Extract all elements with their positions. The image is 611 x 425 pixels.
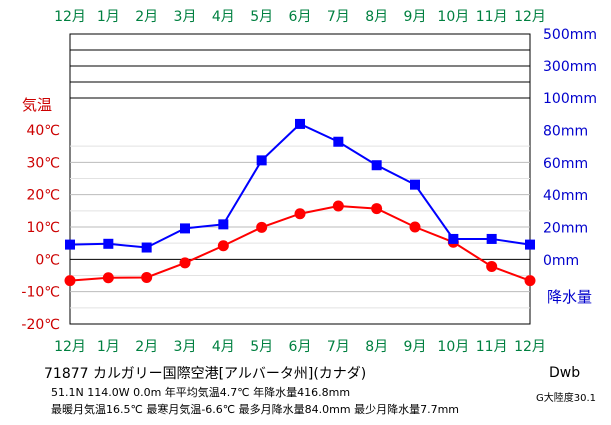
grid-lines (70, 49, 530, 325)
x-tick-label-top: 10月 (437, 9, 469, 25)
y-right-tick-label: 500mm (543, 27, 597, 43)
y-left-tick-label: -10℃ (21, 285, 60, 301)
x-tick-label-bottom: 3月 (174, 339, 197, 355)
precipitation-point (371, 160, 382, 171)
x-tick-label-bottom: 12月 (514, 339, 546, 355)
station-info-line1: 51.1N 114.0W 0.0m 年平均気温4.7℃ 年降水量416.8mm (51, 386, 351, 399)
continentality-index: G大陸度30.1 (536, 393, 597, 404)
x-tick-label-bottom: 4月 (212, 339, 235, 355)
y-left-tick-label: 10℃ (26, 220, 60, 236)
temperature-point (371, 203, 383, 215)
temperature-point (141, 271, 153, 283)
temperature-point (486, 260, 498, 272)
precipitation-point (180, 223, 190, 234)
x-tick-label-bottom: 8月 (365, 339, 388, 355)
x-tick-label-bottom: 10月 (437, 339, 469, 355)
x-tick-label-bottom: 2月 (135, 339, 158, 355)
x-tick-label-bottom: 1月 (97, 339, 120, 355)
series-lines (69, 122, 531, 282)
y-right-tick-label: 20mm (543, 221, 588, 237)
x-tick-label-top: 5月 (250, 9, 273, 25)
precipitation-point (333, 136, 344, 147)
temperature-point (332, 200, 344, 212)
precipitation-point (410, 179, 420, 190)
y-right-tick-label: 0mm (543, 253, 579, 269)
temperature-point (64, 275, 76, 287)
x-tick-label-top: 3月 (174, 9, 197, 25)
precipitation-point (486, 233, 497, 244)
x-tick-label-top: 7月 (327, 9, 350, 25)
x-tick-label-bottom: 6月 (289, 339, 312, 355)
y-right-tick-label: 60mm (543, 156, 588, 172)
y-left-tick-label: 40℃ (26, 123, 60, 139)
y-left-tick-label: 20℃ (26, 188, 60, 204)
x-tick-label-top: 8月 (365, 9, 388, 25)
precipitation-point (295, 118, 305, 129)
precipitation-point (65, 239, 75, 250)
station-info-line2: 最暖月気温16.5℃ 最寒月気温-6.6℃ 最多月降水量84.0mm 最少月降水… (51, 403, 459, 416)
temperature-point (102, 272, 114, 284)
x-tick-label-bottom: 12月 (54, 339, 86, 355)
station-title: 71877 カルガリー国際空港[アルバータ州](カナダ) (44, 366, 367, 382)
x-tick-labels-top: 12月 1月 2月 3月 4月 5月 6月 7月 8月 9月 10月 11月 12月 (54, 9, 546, 25)
temperature-point (524, 275, 536, 287)
x-tick-label-bottom: 11月 (476, 339, 508, 355)
y-left-tick-label: 30℃ (26, 155, 60, 171)
precipitation-point (218, 219, 229, 230)
x-tick-label-top: 4月 (212, 9, 235, 25)
y-right-tick-label: 300mm (543, 59, 597, 75)
temperature-point (179, 257, 191, 269)
x-tick-label-top: 9月 (404, 9, 427, 25)
y-left-axis-label: 気温 (22, 96, 52, 114)
x-tick-label-bottom: 7月 (327, 339, 350, 355)
x-tick-label-top: 11月 (476, 9, 508, 25)
x-tick-labels-bottom: 12月 1月 2月 3月 4月 5月 6月 7月 8月 9月 10月 11月 12月 (54, 339, 546, 355)
y-right-tick-label: 40mm (543, 188, 588, 204)
x-tick-label-top: 1月 (97, 9, 120, 25)
temperature-point (409, 221, 421, 233)
x-tick-label-top: 12月 (514, 9, 546, 25)
series-markers (64, 118, 536, 287)
y-right-tick-labels: 500mm 300mm 100mm 80mm 60mm 40mm 20mm 0mm (543, 27, 597, 269)
climate-classification: Dwb (549, 365, 581, 381)
y-right-tick-label: 80mm (543, 123, 588, 139)
temperature-point (256, 221, 268, 233)
y-right-tick-label: 100mm (543, 91, 597, 107)
precipitation-point (448, 233, 459, 244)
x-tick-label-bottom: 5月 (250, 339, 273, 355)
y-right-axis-label: 降水量 (547, 288, 592, 306)
precipitation-line (69, 122, 531, 249)
temperature-point (217, 240, 229, 252)
precipitation-point (103, 238, 114, 249)
x-tick-label-bottom: 9月 (404, 339, 427, 355)
temperature-point (294, 208, 306, 220)
x-tick-label-top: 12月 (54, 9, 86, 25)
precipitation-point (141, 242, 152, 253)
y-left-tick-label: -20℃ (21, 317, 60, 333)
y-left-tick-labels: 40℃ 30℃ 20℃ 10℃ 0℃ -10℃ -20℃ (21, 123, 60, 333)
precipitation-point (525, 239, 535, 250)
y-left-tick-label: 0℃ (35, 252, 60, 268)
x-tick-label-top: 6月 (289, 9, 312, 25)
precipitation-point (256, 155, 267, 166)
x-tick-label-top: 2月 (135, 9, 158, 25)
